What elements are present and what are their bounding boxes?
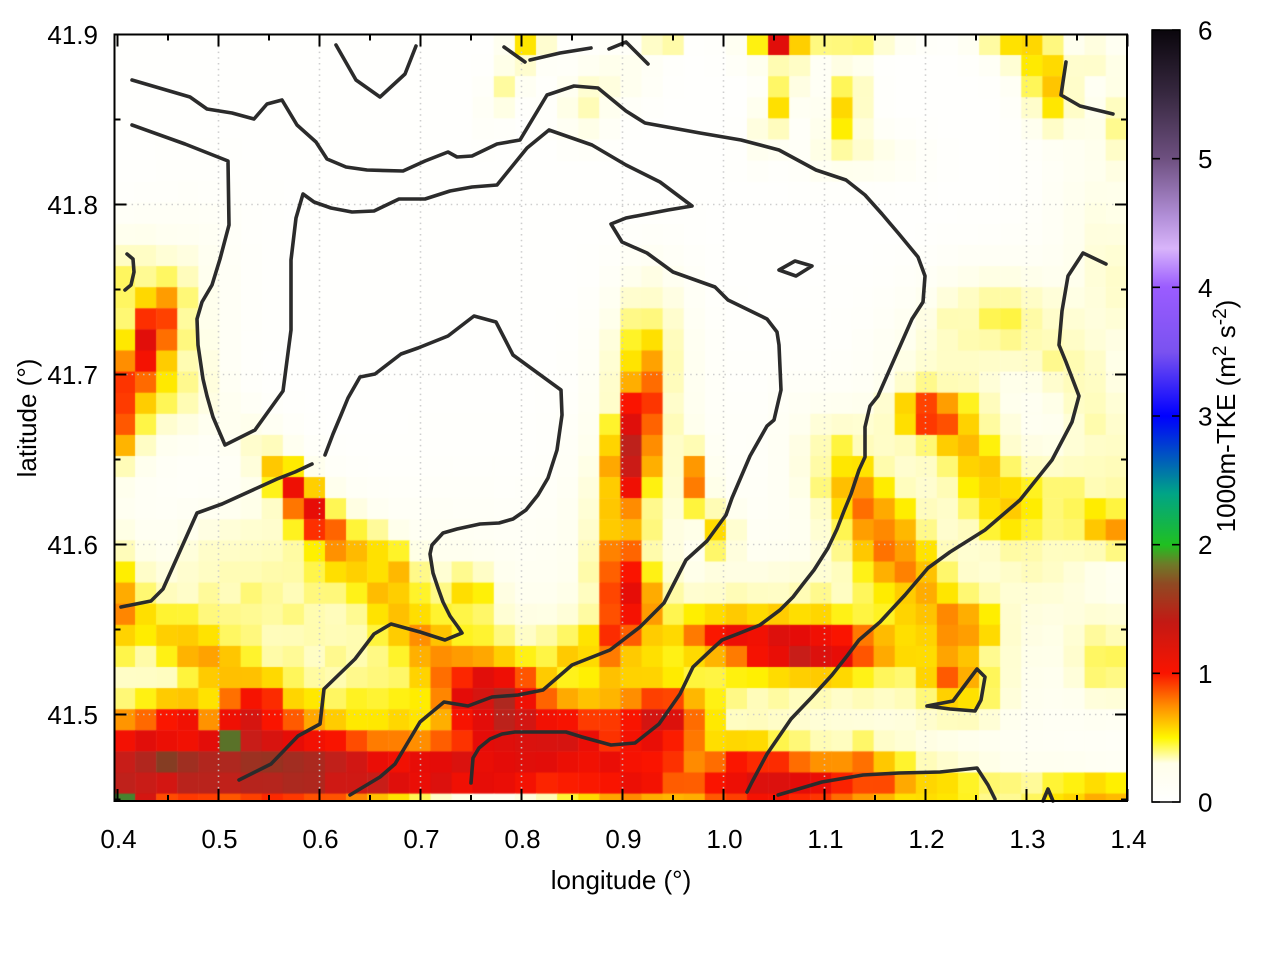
svg-text:latitude (°): latitude (°) — [12, 359, 42, 478]
svg-text:0.6: 0.6 — [302, 824, 338, 854]
svg-text:0.5: 0.5 — [201, 824, 237, 854]
svg-text:1.2: 1.2 — [908, 824, 944, 854]
svg-text:1: 1 — [1198, 659, 1212, 689]
svg-text:41.7: 41.7 — [47, 360, 98, 390]
svg-text:1000m-TKE (m2 s-2): 1000m-TKE (m2 s-2) — [1210, 300, 1241, 533]
svg-text:1.4: 1.4 — [1110, 824, 1146, 854]
svg-text:0.7: 0.7 — [403, 824, 439, 854]
svg-text:6: 6 — [1198, 16, 1212, 46]
svg-text:41.6: 41.6 — [47, 530, 98, 560]
svg-text:longitude (°): longitude (°) — [551, 865, 691, 895]
svg-text:1.0: 1.0 — [706, 824, 742, 854]
svg-text:1.3: 1.3 — [1009, 824, 1045, 854]
svg-text:1.1: 1.1 — [807, 824, 843, 854]
svg-text:41.8: 41.8 — [47, 190, 98, 220]
svg-text:3: 3 — [1198, 402, 1212, 432]
svg-text:2: 2 — [1198, 530, 1212, 560]
svg-text:0.9: 0.9 — [605, 824, 641, 854]
svg-text:41.5: 41.5 — [47, 700, 98, 730]
svg-text:5: 5 — [1198, 144, 1212, 174]
svg-text:4: 4 — [1198, 273, 1212, 303]
svg-text:41.9: 41.9 — [47, 20, 98, 50]
svg-text:0.8: 0.8 — [504, 824, 540, 854]
svg-text:0: 0 — [1198, 788, 1212, 818]
svg-text:0.4: 0.4 — [100, 824, 136, 854]
